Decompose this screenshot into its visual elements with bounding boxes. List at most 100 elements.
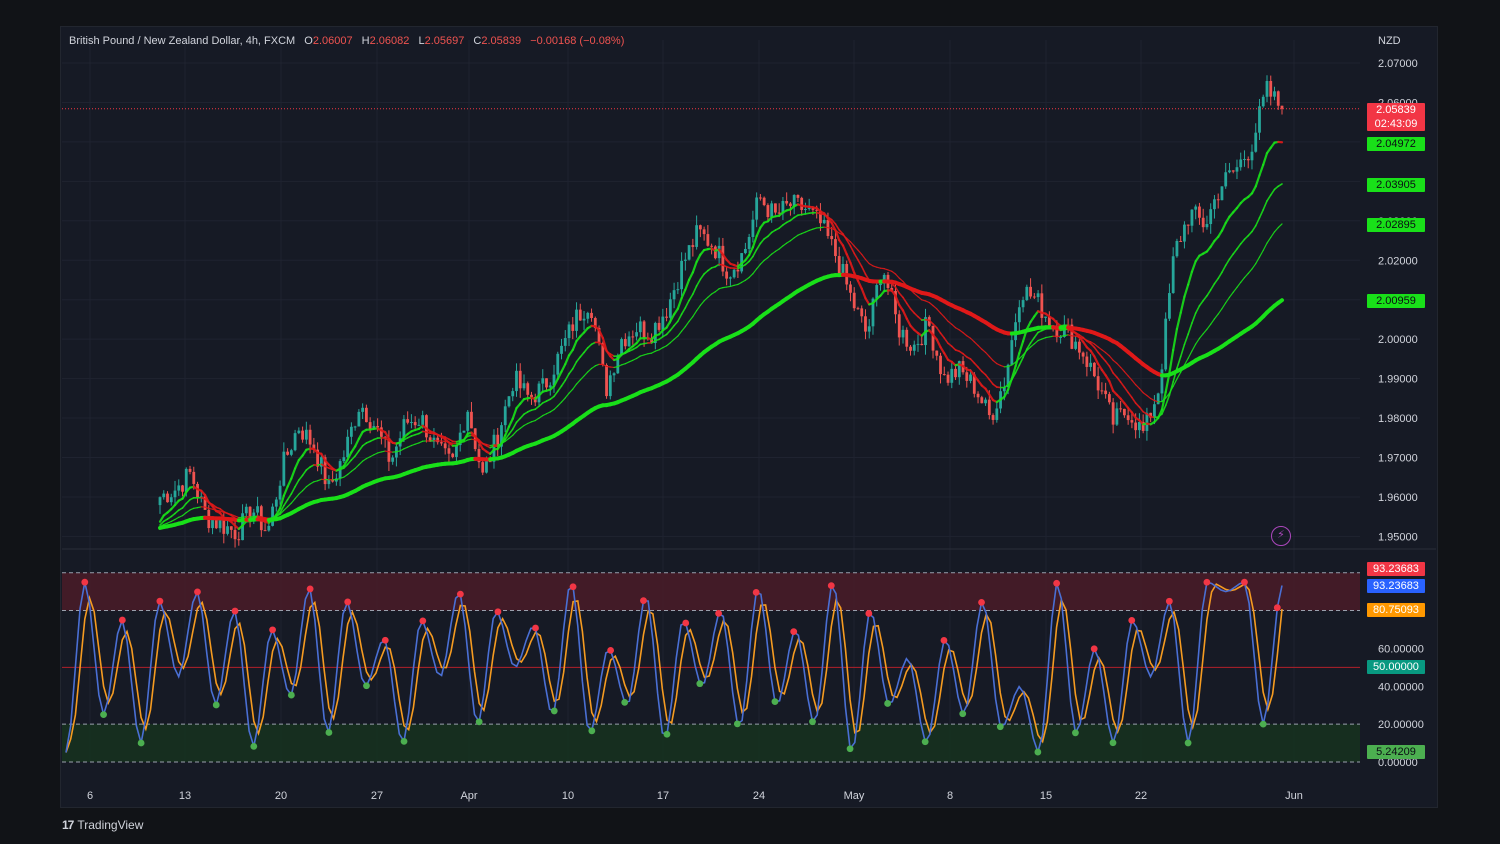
- candle-body: [211, 520, 214, 529]
- ema-segment: [1217, 229, 1224, 238]
- ema-segment: [1089, 349, 1096, 358]
- ema-segment: [658, 347, 664, 351]
- ema-segment: [1105, 352, 1110, 357]
- ema-segment: [857, 249, 863, 255]
- change-value: −0.00168 (−0.08%): [530, 35, 625, 47]
- ema-segment: [1217, 308, 1223, 315]
- ema-segment: [301, 486, 307, 492]
- ema-segment: [343, 473, 349, 478]
- candle-body: [841, 263, 845, 275]
- ema-segment: [755, 226, 762, 238]
- ema-segment: [1276, 298, 1284, 305]
- ema-segment: [718, 287, 724, 290]
- candle-body: [518, 370, 522, 389]
- price-tick-label: 2.07000: [1378, 58, 1418, 70]
- candle-body: [1269, 80, 1273, 97]
- candle-body: [766, 205, 770, 218]
- ema-segment: [695, 278, 702, 287]
- ema-segment: [354, 437, 360, 448]
- candle-body: [728, 277, 732, 279]
- ema-segment: [575, 356, 582, 363]
- candle-body: [1085, 356, 1089, 367]
- ema-segment: [1262, 200, 1268, 211]
- tradingview-brand[interactable]: 17 TradingView: [62, 818, 143, 832]
- ema-segment: [1194, 254, 1201, 263]
- time-tick-label: Apr: [460, 790, 477, 802]
- ema-segment: [290, 485, 296, 495]
- price-tick-label: 1.99000: [1378, 374, 1418, 386]
- cross-down-dot: [156, 597, 164, 605]
- ema-segment: [935, 338, 942, 349]
- ema-segment: [1029, 343, 1035, 348]
- ema-segment: [204, 498, 210, 504]
- ema-segment: [988, 393, 995, 402]
- candle-body: [421, 415, 425, 425]
- ema-segment: [662, 345, 668, 349]
- cross-up-dot: [921, 738, 929, 746]
- ema-segment: [767, 231, 773, 238]
- ema-segment: [1262, 152, 1269, 166]
- ema-segment: [741, 279, 746, 284]
- ema-segment: [748, 246, 754, 257]
- candle-body: [909, 346, 912, 351]
- ema-segment: [1172, 378, 1178, 387]
- ema-segment: [504, 433, 510, 441]
- candle-body: [1273, 91, 1276, 97]
- ema-segment: [1161, 404, 1167, 415]
- candle-body: [680, 260, 683, 290]
- candle-body: [181, 485, 184, 492]
- ema-segment: [857, 259, 863, 268]
- candle-body: [661, 316, 665, 330]
- candle-body: [1029, 286, 1032, 297]
- candle-body: [920, 343, 924, 346]
- ema-segment: [560, 397, 566, 403]
- time-tick-label: Jun: [1285, 790, 1303, 802]
- candle-body: [1096, 376, 1100, 391]
- candle-body: [1250, 151, 1254, 161]
- ema-segment: [917, 315, 923, 321]
- candle-body: [939, 355, 942, 375]
- candle-body: [1002, 387, 1006, 392]
- candle-body: [361, 407, 365, 412]
- ema-segment: [511, 406, 518, 420]
- ema-segment: [647, 352, 653, 355]
- ema-segment: [947, 320, 953, 325]
- candle-body: [1276, 91, 1280, 106]
- candle-body: [984, 399, 987, 404]
- ema-segment: [583, 371, 589, 377]
- cross-down-dot: [752, 589, 760, 596]
- candle-body: [676, 289, 680, 291]
- oscillator-axis: 60.00000 40.00000 20.00000 0.00000: [1378, 643, 1424, 769]
- candle-body: [957, 361, 961, 378]
- candle-body: [1239, 159, 1243, 168]
- candle-body: [774, 203, 777, 213]
- cross-down-dot: [1128, 616, 1136, 624]
- candle-body: [1077, 341, 1081, 353]
- ema-segment: [538, 402, 544, 408]
- ema-segment: [1138, 387, 1144, 394]
- ema-segment: [399, 448, 405, 452]
- candle-body: [1280, 105, 1284, 109]
- candle-body: [1044, 316, 1047, 318]
- ema-segment: [632, 357, 638, 361]
- ema-segment: [812, 227, 818, 230]
- ema-segment: [298, 490, 304, 495]
- ema-segment: [1224, 258, 1231, 267]
- candle-body: [800, 197, 804, 210]
- ema-segment: [1134, 402, 1141, 408]
- ema-segment: [1007, 364, 1013, 368]
- ema-segment: [508, 434, 514, 439]
- ema-segment: [1206, 323, 1212, 330]
- ema-segment: [1011, 372, 1017, 381]
- candle-body: [458, 432, 462, 446]
- ema-segment: [1101, 349, 1107, 354]
- ema-segment: [560, 379, 567, 387]
- lightning-icon[interactable]: ⚡: [1271, 526, 1291, 546]
- cross-up-dot: [733, 720, 741, 728]
- cross-down-dot: [569, 583, 577, 591]
- ema-segment: [691, 260, 698, 274]
- candle-body: [556, 353, 560, 375]
- ema-segment: [894, 294, 901, 307]
- ema-segment: [241, 516, 247, 518]
